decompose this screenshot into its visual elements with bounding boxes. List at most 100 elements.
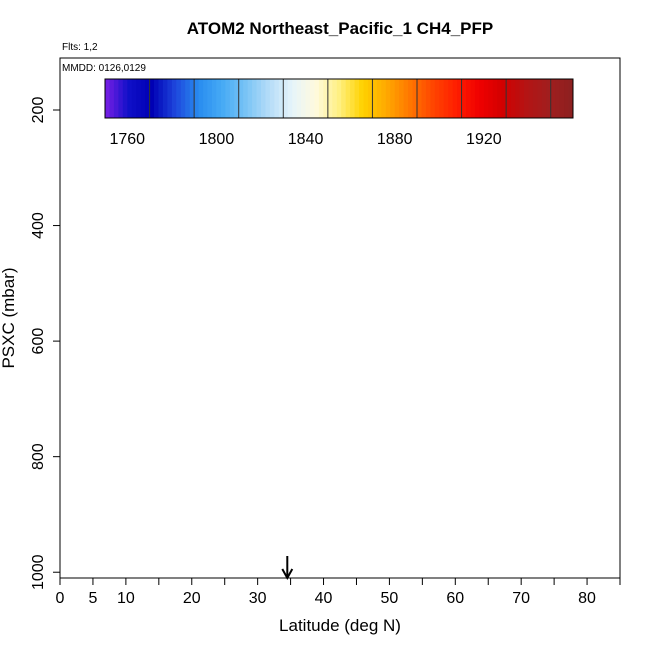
colorbar-swatch <box>546 79 552 118</box>
sample-point <box>147 538 157 548</box>
sample-point <box>516 564 526 574</box>
colorbar-swatch <box>524 79 529 118</box>
colorbar-swatch <box>171 79 177 118</box>
sample-point <box>411 208 421 218</box>
y-tick-label: 1000 <box>30 554 47 590</box>
sample-point <box>391 267 401 277</box>
colorbar-labels: 1760 1800 1840 1880 1920 <box>109 131 501 148</box>
y-axis-label: PSXC (mbar) <box>0 267 18 368</box>
colorbar-swatch <box>212 79 217 118</box>
colorbar-swatch <box>341 79 347 118</box>
colorbar-swatch <box>225 79 231 118</box>
colorbar-swatch <box>189 79 195 118</box>
colorbar-swatch <box>318 79 324 118</box>
colorbar-swatch <box>425 79 431 118</box>
colorbar-tick-label: 1840 <box>288 131 324 148</box>
sample-point <box>352 270 361 280</box>
x-tick-label: 30 <box>249 590 267 607</box>
colorbar-swatch <box>310 79 315 118</box>
colorbar-swatch <box>479 79 485 118</box>
colorbar-swatch <box>207 79 213 118</box>
colorbar-swatch <box>345 79 351 118</box>
colorbar-swatch <box>323 79 329 118</box>
x-axis: 0 5 10 20 30 40 50 60 70 80 <box>56 578 621 607</box>
colorbar-swatch <box>372 79 378 118</box>
colorbar-swatch <box>180 79 186 118</box>
colorbar-swatch <box>354 79 360 118</box>
colorbar-swatch <box>162 79 168 118</box>
colorbar-swatch <box>430 79 436 118</box>
colorbar-swatch <box>327 79 333 118</box>
colorbar-swatch <box>506 79 511 118</box>
sample-point <box>141 271 151 281</box>
sample-point <box>91 244 101 254</box>
colorbar-swatch <box>403 79 409 118</box>
colorbar-swatch <box>568 79 574 118</box>
colorbar-swatch <box>287 79 293 118</box>
colorbar-swatch <box>368 79 373 118</box>
colorbar-swatch <box>234 79 240 118</box>
x-tick-label: 0 <box>56 590 65 607</box>
colorbar-swatch <box>515 79 520 118</box>
colorbar-swatch <box>314 79 320 118</box>
colorbar-swatch <box>140 79 146 118</box>
colorbar-swatch <box>408 79 413 118</box>
sample-point <box>75 150 85 160</box>
colorbar-frame <box>104 78 574 119</box>
colorbar-swatch <box>216 79 222 118</box>
colorbar-swatch <box>385 79 391 118</box>
sample-point <box>147 561 157 571</box>
colorbar-swatch <box>510 79 516 118</box>
colorbar-swatch <box>136 79 142 118</box>
colorbar-swatch <box>492 79 498 118</box>
x-tick-label: 70 <box>512 590 530 607</box>
sample-point <box>174 143 184 153</box>
colorbar-swatch <box>252 79 257 118</box>
colorbar-swatch <box>283 79 289 118</box>
colorbar-swatch <box>149 79 155 118</box>
sample-point <box>65 325 75 335</box>
colorbar-swatch <box>243 79 249 118</box>
colorbar-swatch <box>109 79 115 118</box>
colorbar-tick-label: 1880 <box>377 131 413 148</box>
colorbar-swatch <box>381 79 387 118</box>
sample-point <box>319 524 328 534</box>
x-tick-label: 60 <box>446 590 464 607</box>
colorbar-swatch <box>127 79 133 118</box>
colorbar-swatch <box>194 79 199 118</box>
colorbar-swatch <box>550 79 556 118</box>
colorbar-swatch <box>220 79 226 118</box>
sample-point <box>220 335 230 345</box>
colorbar-swatch <box>443 79 449 118</box>
colorbar-swatch <box>198 79 204 118</box>
colorbar-tick-label: 1920 <box>466 131 502 148</box>
colorbar-swatch <box>145 79 150 118</box>
x-tick-label: 50 <box>381 590 399 607</box>
colorbar-swatch <box>154 79 159 118</box>
dates-label: MMDD: 0126,0129 <box>62 63 146 74</box>
colorbar-swatch <box>301 79 306 118</box>
colorbar-swatch <box>417 79 422 118</box>
sample-point <box>95 411 104 421</box>
colorbar-swatch <box>466 79 471 118</box>
sample-point <box>427 570 437 580</box>
colorbar-swatch <box>483 79 489 118</box>
sample-point <box>338 134 348 144</box>
sample-point <box>378 154 388 164</box>
colorbar-swatch <box>461 79 467 118</box>
colorbar-swatch <box>421 79 427 118</box>
sample-point <box>355 408 365 418</box>
colorbar-swatch <box>238 79 244 118</box>
colorbar-swatch <box>497 79 503 118</box>
colorbar-swatch <box>390 79 396 118</box>
flights-label: Flts: 1,2 <box>62 42 98 53</box>
colorbar-swatch <box>332 79 338 118</box>
chart-title: ATOM2 Northeast_Pacific_1 CH4_PFP <box>187 19 493 38</box>
sample-point <box>68 270 78 280</box>
sample-point <box>207 163 216 173</box>
sample-point <box>319 489 328 499</box>
colorbar-swatch <box>376 79 382 118</box>
colorbar-swatch <box>564 79 569 118</box>
colorbar-swatch <box>336 79 342 118</box>
sample-point <box>365 327 375 337</box>
